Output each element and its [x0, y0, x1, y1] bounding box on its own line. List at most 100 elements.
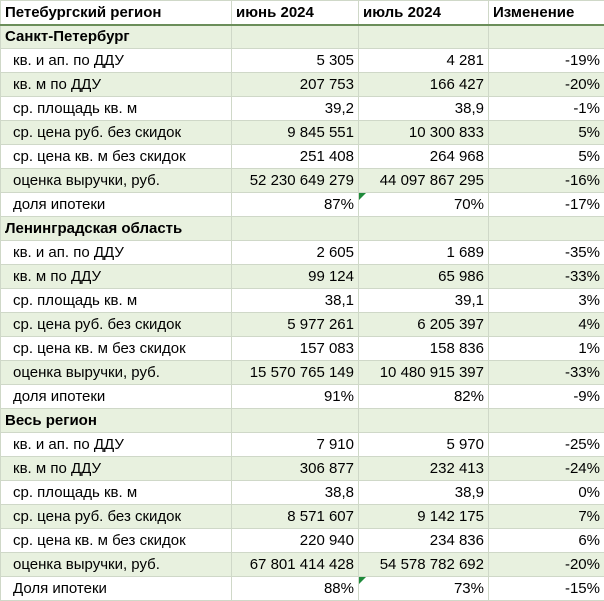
header-july: июль 2024: [359, 1, 489, 25]
july-value: 166 427: [359, 73, 489, 97]
section-cell: [489, 25, 604, 49]
july-value: 234 836: [359, 529, 489, 553]
row-label: ср. площадь кв. м: [1, 481, 232, 505]
change-value: -19%: [489, 49, 604, 73]
change-value: -25%: [489, 433, 604, 457]
row-label: ср. цена кв. м без скидок: [1, 529, 232, 553]
june-value: 52 230 649 279: [232, 169, 359, 193]
section-cell: [232, 409, 359, 433]
june-value: 91%: [232, 385, 359, 409]
section-title: Санкт-Петербург: [1, 25, 232, 49]
table-row: кв. м по ДДУ 306 877 232 413 -24%: [1, 457, 604, 481]
row-label: ср. площадь кв. м: [1, 97, 232, 121]
july-value: 10 300 833: [359, 121, 489, 145]
row-label: ср. цена кв. м без скидок: [1, 145, 232, 169]
change-value: 1%: [489, 337, 604, 361]
section-cell: [232, 217, 359, 241]
row-label: доля ипотеки: [1, 193, 232, 217]
row-label: кв. и ап. по ДДУ: [1, 433, 232, 457]
june-value: 157 083: [232, 337, 359, 361]
table-row: кв. м по ДДУ 99 124 65 986 -33%: [1, 265, 604, 289]
table-row: ср. цена кв. м без скидок 220 940 234 83…: [1, 529, 604, 553]
table-row: кв. и ап. по ДДУ 2 605 1 689 -35%: [1, 241, 604, 265]
section-cell: [489, 217, 604, 241]
july-value: 39,1: [359, 289, 489, 313]
july-value: 264 968: [359, 145, 489, 169]
section-cell: [489, 409, 604, 433]
row-label: ср. площадь кв. м: [1, 289, 232, 313]
change-value: 3%: [489, 289, 604, 313]
june-value: 7 910: [232, 433, 359, 457]
table-row: ср. площадь кв. м 38,8 38,9 0%: [1, 481, 604, 505]
change-value: 5%: [489, 145, 604, 169]
header-june: июнь 2024: [232, 1, 359, 25]
june-value: 99 124: [232, 265, 359, 289]
table-row: кв. и ап. по ДДУ 5 305 4 281 -19%: [1, 49, 604, 73]
table-row: кв. и ап. по ДДУ 7 910 5 970 -25%: [1, 433, 604, 457]
table-row: ср. цена кв. м без скидок 251 408 264 96…: [1, 145, 604, 169]
june-value: 8 571 607: [232, 505, 359, 529]
june-value: 306 877: [232, 457, 359, 481]
june-value: 67 801 414 428: [232, 553, 359, 577]
section-cell: [359, 217, 489, 241]
row-label: кв. м по ДДУ: [1, 73, 232, 97]
table-row: ср. цена руб. без скидок 9 845 551 10 30…: [1, 121, 604, 145]
row-label: ср. цена кв. м без скидок: [1, 337, 232, 361]
june-value: 38,1: [232, 289, 359, 313]
table-row: ср. цена руб. без скидок 5 977 261 6 205…: [1, 313, 604, 337]
section-cell: [359, 25, 489, 49]
header-row: Петебургский регион июнь 2024 июль 2024 …: [1, 1, 604, 25]
change-value: -15%: [489, 577, 604, 601]
july-value: 38,9: [359, 97, 489, 121]
section-title: Весь регион: [1, 409, 232, 433]
row-label: ср. цена руб. без скидок: [1, 121, 232, 145]
section-cell: [359, 409, 489, 433]
change-value: -35%: [489, 241, 604, 265]
row-label: кв. м по ДДУ: [1, 457, 232, 481]
row-label: оценка выручки, руб.: [1, 169, 232, 193]
june-value: 5 977 261: [232, 313, 359, 337]
table-row: ср. цена кв. м без скидок 157 083 158 83…: [1, 337, 604, 361]
july-value: 73%: [359, 577, 489, 601]
july-value: 54 578 782 692: [359, 553, 489, 577]
june-value: 251 408: [232, 145, 359, 169]
change-value: -16%: [489, 169, 604, 193]
table-row: доля ипотеки 87% 70% -17%: [1, 193, 604, 217]
change-value: 0%: [489, 481, 604, 505]
june-value: 38,8: [232, 481, 359, 505]
section-title: Ленинградская область: [1, 217, 232, 241]
change-value: -9%: [489, 385, 604, 409]
june-value: 207 753: [232, 73, 359, 97]
july-value: 5 970: [359, 433, 489, 457]
june-value: 39,2: [232, 97, 359, 121]
table-row: оценка выручки, руб. 52 230 649 279 44 0…: [1, 169, 604, 193]
change-value: -24%: [489, 457, 604, 481]
july-value: 232 413: [359, 457, 489, 481]
july-value: 4 281: [359, 49, 489, 73]
june-value: 87%: [232, 193, 359, 217]
july-value: 82%: [359, 385, 489, 409]
july-value: 65 986: [359, 265, 489, 289]
change-value: 4%: [489, 313, 604, 337]
change-value: -1%: [489, 97, 604, 121]
change-value: 5%: [489, 121, 604, 145]
section-cell: [232, 25, 359, 49]
table-row: ср. площадь кв. м 39,2 38,9 -1%: [1, 97, 604, 121]
section-row: Весь регион: [1, 409, 604, 433]
row-label: ср. цена руб. без скидок: [1, 505, 232, 529]
table-row: Доля ипотеки 88% 73% -15%: [1, 577, 604, 601]
change-value: -20%: [489, 73, 604, 97]
change-value: -33%: [489, 265, 604, 289]
row-label: доля ипотеки: [1, 385, 232, 409]
section-row: Ленинградская область: [1, 217, 604, 241]
july-value: 70%: [359, 193, 489, 217]
table-row: оценка выручки, руб. 15 570 765 149 10 4…: [1, 361, 604, 385]
change-value: -17%: [489, 193, 604, 217]
row-label: оценка выручки, руб.: [1, 553, 232, 577]
row-label: ср. цена руб. без скидок: [1, 313, 232, 337]
table-row: кв. м по ДДУ 207 753 166 427 -20%: [1, 73, 604, 97]
table-row: доля ипотеки 91% 82% -9%: [1, 385, 604, 409]
june-value: 2 605: [232, 241, 359, 265]
july-value: 44 097 867 295: [359, 169, 489, 193]
july-value: 38,9: [359, 481, 489, 505]
